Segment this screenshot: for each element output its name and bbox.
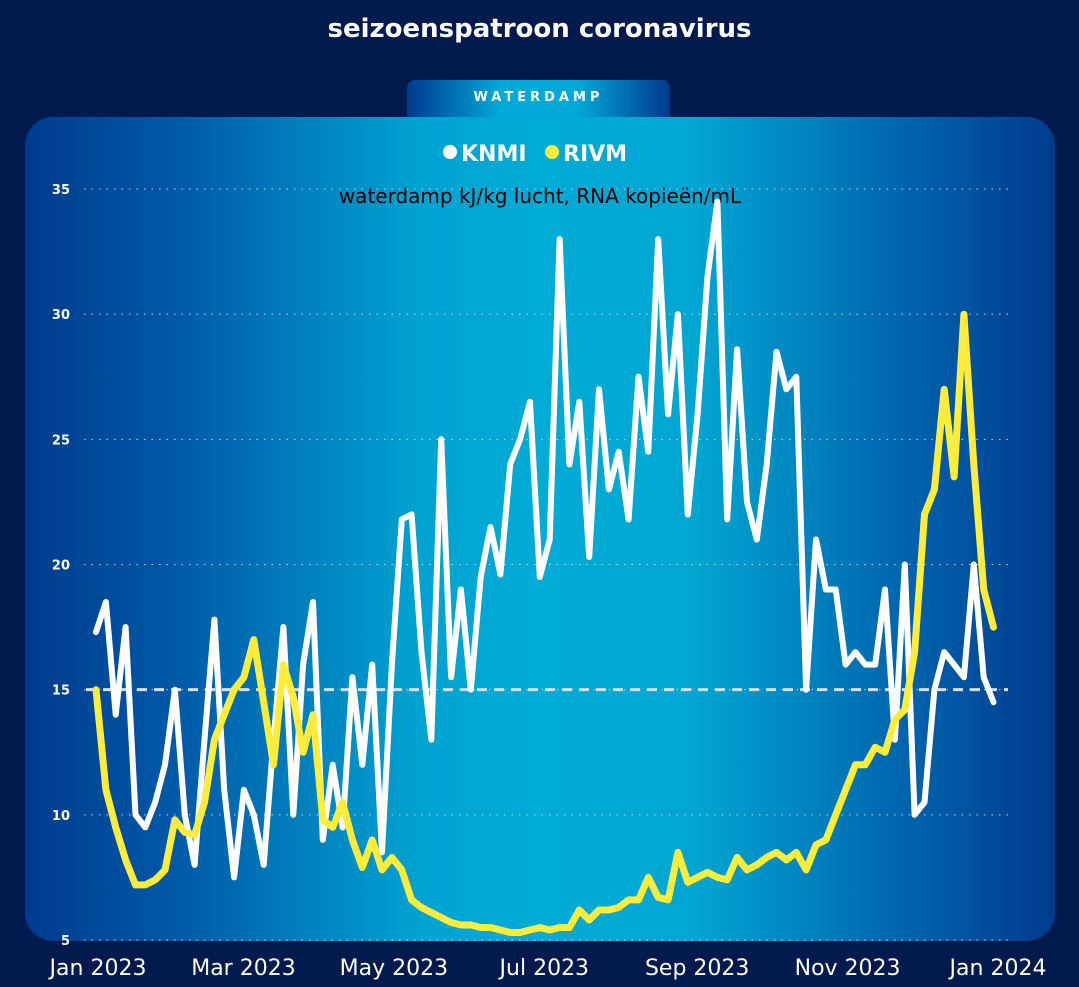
x-tick-label: Jan 2024 [948,956,1047,981]
x-tick-label: Jan 2023 [48,956,147,981]
chart-subtitle: waterdamp kJ/kg lucht, RNA kopieën/mL [339,184,742,208]
x-tick-label: Mar 2023 [191,956,296,981]
x-tick-label: Nov 2023 [795,956,901,981]
y-tick-label: 10 [52,809,70,824]
legend-marker-knmi-icon [443,145,457,159]
y-tick-label: 35 [52,183,70,198]
tab-waterdamp[interactable]: WATERDAMP [407,80,670,118]
y-tick-label: 5 [61,934,70,949]
series-line-rivm [92,310,997,936]
y-tick-label: 30 [52,308,70,323]
y-tick-label: 15 [52,684,70,699]
x-tick-label: May 2023 [340,956,448,981]
series-line-knmi [93,198,997,881]
y-tick-label: 20 [52,559,70,574]
x-tick-label: Jul 2023 [498,956,590,981]
chart-title: seizoenspatroon coronavirus [327,14,752,44]
x-tick-label: Sep 2023 [645,956,749,981]
legend-label-rivm: RIVM [563,142,627,167]
y-tick-label: 25 [52,433,70,448]
legend-marker-rivm-icon [545,145,559,159]
legend-label-knmi: KNMI [461,142,527,167]
